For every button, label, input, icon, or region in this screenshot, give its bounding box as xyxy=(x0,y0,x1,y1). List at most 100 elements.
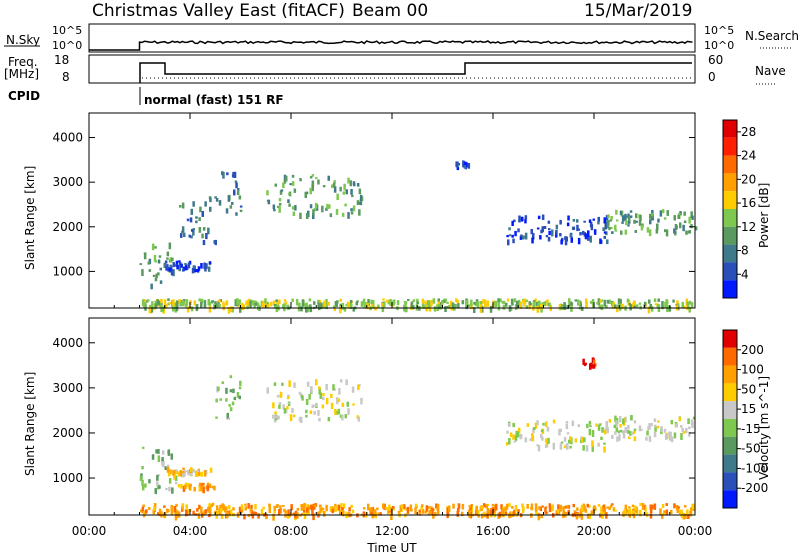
freq-tick-top: 18 xyxy=(54,53,69,67)
echo-cell xyxy=(279,391,283,398)
echo-cell xyxy=(673,228,676,234)
echo-cell xyxy=(592,304,595,308)
echo-cell xyxy=(235,182,238,189)
echo-cell xyxy=(367,299,370,304)
echo-cell xyxy=(687,301,690,308)
echo-cell xyxy=(225,302,228,306)
echo-cell xyxy=(160,511,163,518)
echo-cell xyxy=(141,446,145,449)
echo-cell xyxy=(143,252,147,260)
echo-cell xyxy=(151,454,155,460)
power-colorbar: 4 8 12 16 20 24 28 xyxy=(722,119,756,299)
colorbar-swatch xyxy=(723,347,737,366)
freq-panel-frame xyxy=(88,54,696,84)
echo-cell xyxy=(161,450,165,455)
echo-cell xyxy=(315,403,318,407)
x-tick-label: 16:00 xyxy=(476,524,511,538)
echo-cell xyxy=(163,505,166,508)
echo-cell xyxy=(154,260,157,263)
echo-cell xyxy=(461,504,465,510)
echo-cell xyxy=(311,187,314,190)
echo-cell xyxy=(528,301,531,305)
echo-cell xyxy=(593,505,596,510)
echo-cell xyxy=(421,303,425,309)
echo-cell xyxy=(566,432,570,435)
echo-cell xyxy=(456,166,460,171)
echo-cell xyxy=(192,265,196,272)
colorbar-swatch xyxy=(723,209,737,227)
y-tick-label: 2000 xyxy=(52,220,83,234)
echo-cell xyxy=(691,421,694,428)
echo-cell xyxy=(254,504,257,510)
echo-cell xyxy=(229,509,233,514)
echo-cell xyxy=(284,301,288,305)
echo-cell xyxy=(300,512,304,515)
echo-cell xyxy=(228,505,231,510)
echo-cell xyxy=(191,229,194,232)
echo-cell xyxy=(329,213,333,218)
echo-cell xyxy=(273,510,276,514)
echo-cell xyxy=(203,300,207,306)
echo-cell xyxy=(306,305,310,310)
colorbar-frame xyxy=(722,119,738,299)
echo-cell xyxy=(224,506,227,513)
echo-cell xyxy=(513,509,516,515)
echo-cell xyxy=(217,386,220,391)
echo-cell xyxy=(543,226,547,229)
echo-cell xyxy=(676,506,679,513)
echo-cell xyxy=(317,410,320,416)
echo-cell xyxy=(291,181,295,186)
echo-cell xyxy=(573,511,577,517)
echo-cell xyxy=(606,506,609,509)
echo-cell xyxy=(359,194,363,202)
echo-cell xyxy=(208,301,212,304)
echo-cell xyxy=(283,508,286,513)
echo-cell xyxy=(165,304,168,308)
echo-cell xyxy=(170,453,173,460)
echo-cell xyxy=(221,503,224,510)
echo-cell xyxy=(418,512,422,516)
echo-cell xyxy=(436,510,440,515)
echo-cell xyxy=(311,404,314,408)
echo-cell xyxy=(331,509,335,513)
echo-cell xyxy=(536,227,540,230)
echo-cell xyxy=(631,504,635,508)
echo-cell xyxy=(654,424,657,428)
echo-cell xyxy=(341,402,345,407)
echo-cell xyxy=(513,298,517,303)
echo-cell xyxy=(319,392,322,399)
echo-cell xyxy=(328,204,331,209)
echo-cell xyxy=(341,212,345,217)
echo-cell xyxy=(559,443,563,450)
echo-cell xyxy=(519,235,523,240)
colorbar-tick-label: 100 xyxy=(741,363,764,377)
echo-cell xyxy=(250,504,253,509)
echo-cell xyxy=(412,305,415,310)
echo-cell xyxy=(685,230,688,235)
echo-cell xyxy=(150,283,153,290)
echo-cell xyxy=(180,484,183,489)
echo-cell xyxy=(593,229,597,235)
echo-cell xyxy=(681,301,684,308)
echo-cell xyxy=(519,302,522,310)
echo-cell xyxy=(680,425,683,428)
echo-cell xyxy=(301,304,305,307)
echo-cell xyxy=(254,511,258,515)
colorbar-swatch xyxy=(723,330,737,348)
echo-cell xyxy=(688,230,692,234)
echo-cell xyxy=(214,301,217,307)
echo-cell xyxy=(329,506,333,512)
echo-cell xyxy=(406,506,410,514)
echo-cell xyxy=(682,513,686,520)
echo-cell xyxy=(410,508,413,512)
echo-cell xyxy=(345,379,348,386)
echo-cell xyxy=(283,299,287,302)
echo-cell xyxy=(370,299,373,305)
echo-cell xyxy=(282,504,285,507)
echo-cell xyxy=(610,504,613,508)
colorbar-swatch xyxy=(723,383,737,402)
echo-cell xyxy=(646,227,650,233)
echo-cell xyxy=(360,397,363,405)
echo-cell xyxy=(525,305,529,309)
echo-cell xyxy=(173,473,176,480)
